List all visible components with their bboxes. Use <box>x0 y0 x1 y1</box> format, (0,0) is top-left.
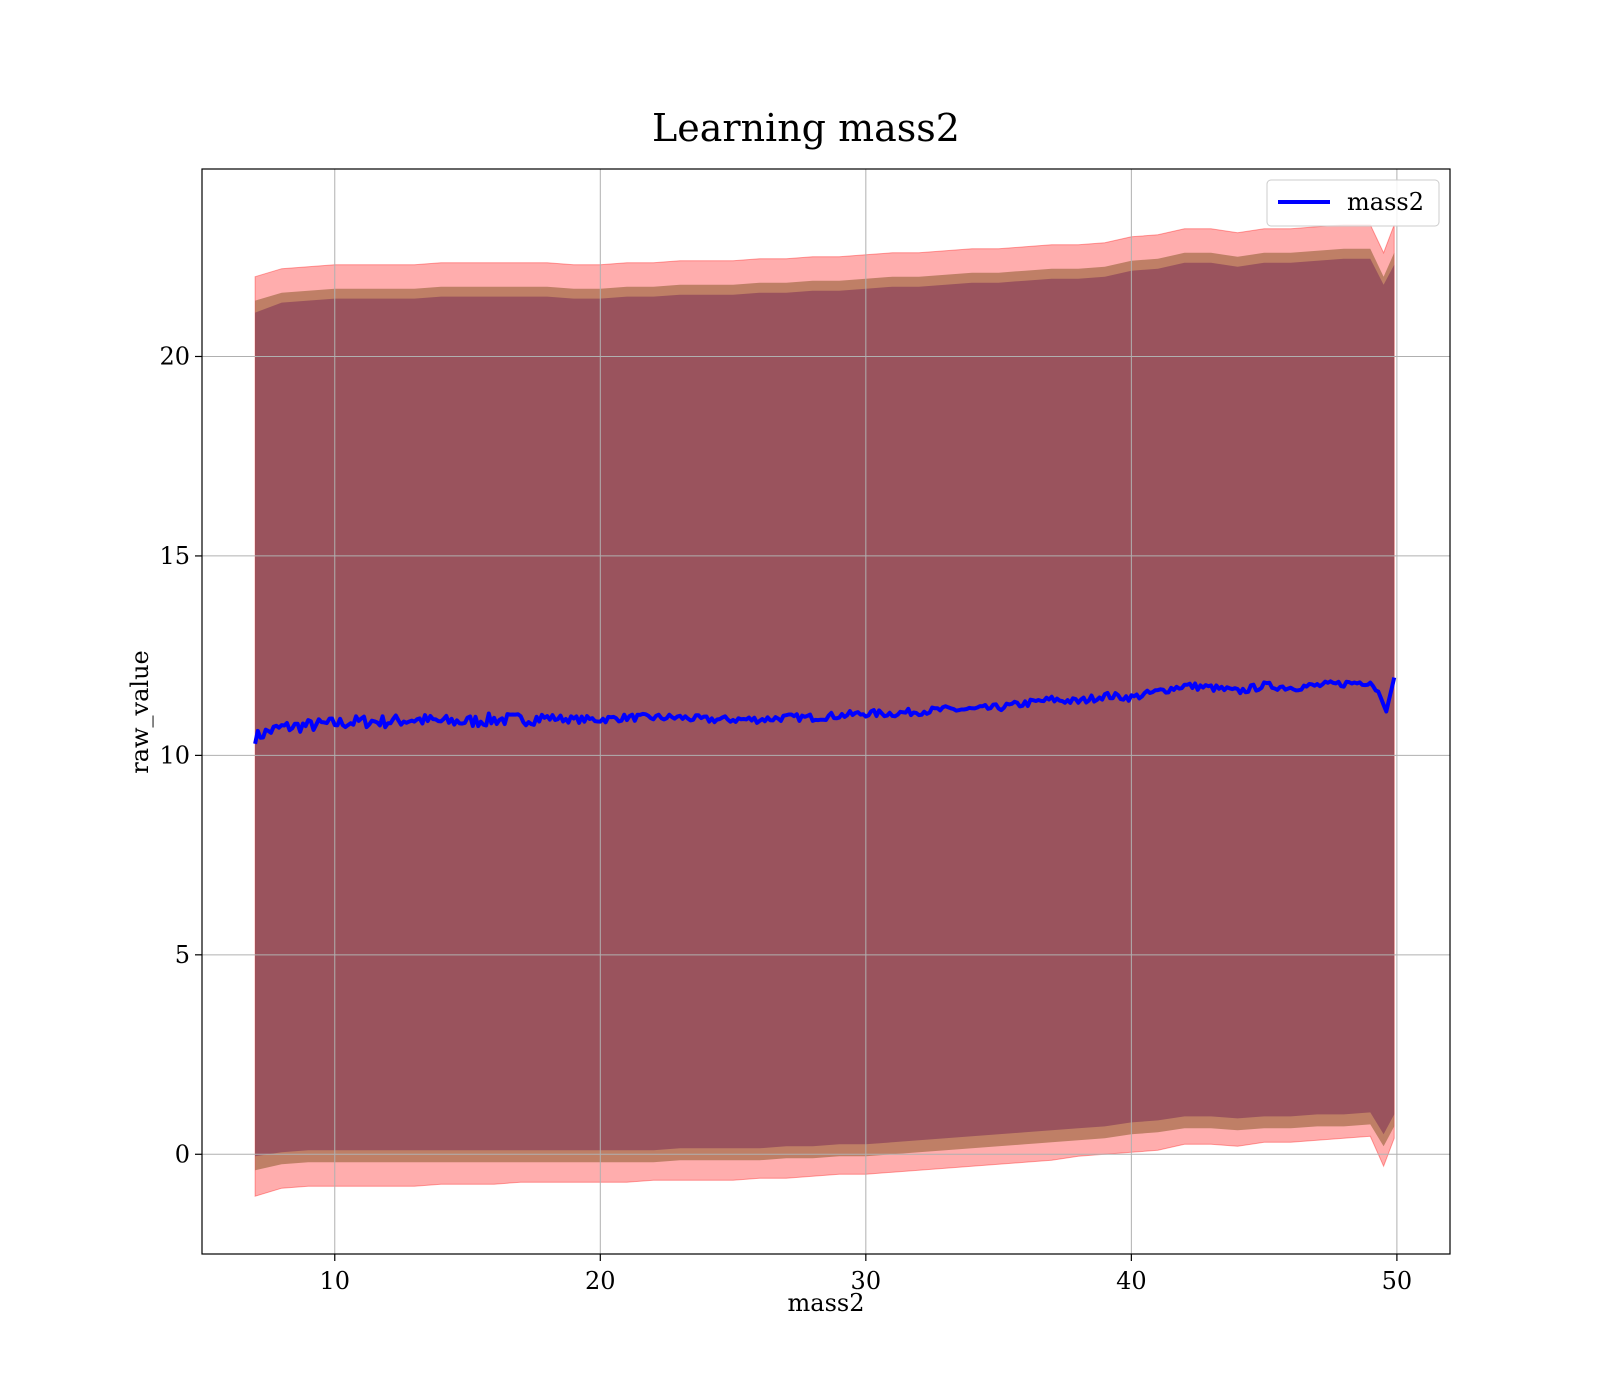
y-tick-label: 15 <box>159 542 190 570</box>
y-axis-label: raw_value <box>126 650 154 774</box>
confidence-bands <box>254 224 1395 1197</box>
mean-line-layer <box>253 677 1397 745</box>
mass2-series-line <box>253 677 1397 745</box>
y-axis-ticks: 0 5 10 15 20 <box>159 342 202 1168</box>
x-tick-label: 10 <box>319 1267 350 1295</box>
plot-area-frame <box>201 168 1451 1255</box>
x-axis-label: mass2 <box>788 1289 865 1317</box>
y-tick-label: 5 <box>175 941 190 969</box>
x-axis-ticks: 10 20 30 40 50 <box>319 1254 1412 1295</box>
x-tick-label: 30 <box>851 1267 882 1295</box>
legend-frame <box>1266 179 1440 227</box>
x-tick-label: 20 <box>585 1267 616 1295</box>
y-tick-label: 20 <box>159 342 190 370</box>
x-tick-label: 40 <box>1116 1267 1147 1295</box>
grid <box>202 169 1450 1254</box>
legend: mass2 <box>1266 179 1440 227</box>
y-tick-label: 10 <box>159 741 190 769</box>
legend-label-mass2: mass2 <box>1347 188 1424 216</box>
inner-band <box>255 258 1395 1157</box>
y-tick-label: 0 <box>175 1140 190 1168</box>
x-tick-label: 50 <box>1382 1267 1413 1295</box>
chart-title: Learning mass2 <box>652 106 960 150</box>
